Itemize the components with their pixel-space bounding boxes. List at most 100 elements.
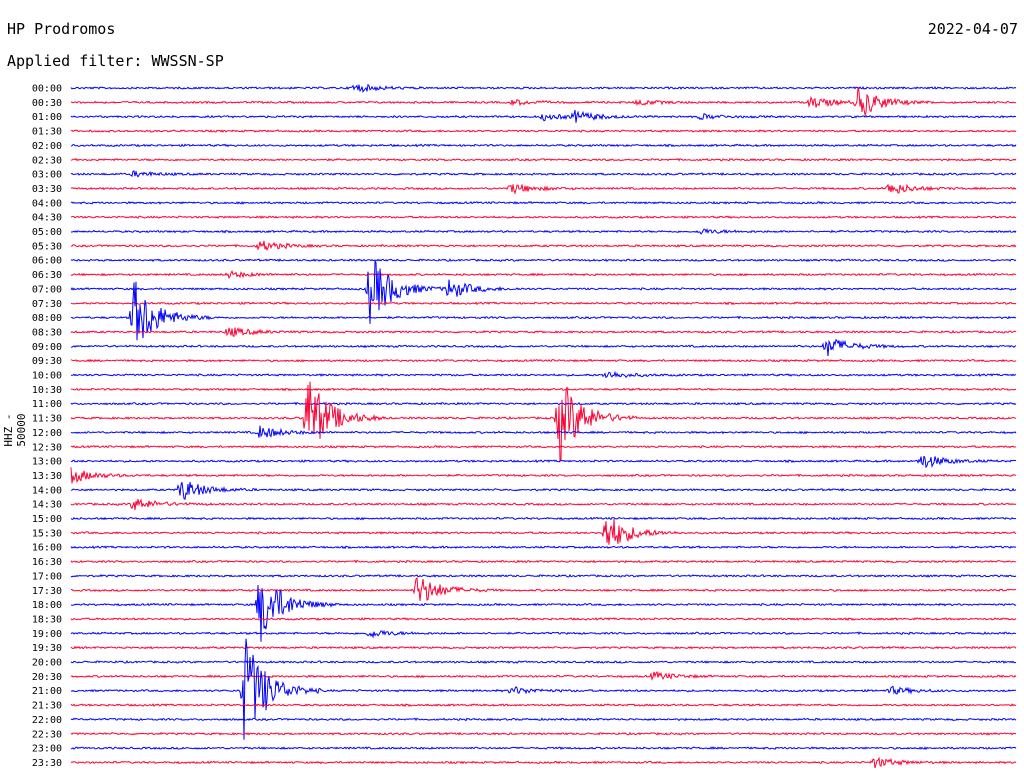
trace-row-2030 <box>70 670 1017 681</box>
row-tick-label: 20:30 <box>32 672 62 683</box>
trace-row-0230 <box>70 157 1017 162</box>
row-tick-label: 12:00 <box>32 428 62 439</box>
trace-row-2100 <box>70 638 1017 740</box>
trace-row-1430 <box>70 498 1017 511</box>
trace-row-0100 <box>70 109 1017 123</box>
row-tick-label: 05:30 <box>32 241 62 252</box>
row-tick-label: 12:30 <box>32 442 62 453</box>
row-tick-label: 16:30 <box>32 557 62 568</box>
trace-row-0530 <box>70 240 1017 252</box>
trace-row-1200 <box>70 425 1017 438</box>
trace-row-0600 <box>70 258 1017 263</box>
row-tick-label: 18:00 <box>32 600 62 611</box>
trace-row-1500 <box>70 516 1017 521</box>
trace-row-1400 <box>70 481 1017 501</box>
trace-row-0030 <box>70 87 1017 117</box>
row-tick-label: 00:30 <box>32 98 62 109</box>
row-tick-label: 09:30 <box>32 356 62 367</box>
trace-row-1300 <box>70 455 1017 469</box>
row-tick-label: 07:00 <box>32 284 62 295</box>
row-tick-label: 01:30 <box>32 127 62 138</box>
trace-row-1330 <box>70 467 1017 484</box>
row-tick-label: 04:00 <box>32 198 62 209</box>
trace-row-1830 <box>70 617 1017 621</box>
trace-row-0400 <box>70 200 1017 205</box>
trace-row-1100 <box>70 401 1017 406</box>
row-tick-label: 05:00 <box>32 227 62 238</box>
trace-row-0330 <box>70 183 1017 195</box>
trace-row-0830 <box>70 327 1017 338</box>
trace-row-0130 <box>70 129 1017 134</box>
row-tick-label: 23:00 <box>32 744 62 755</box>
row-tick-label: 21:30 <box>32 701 62 712</box>
row-tick-label: 03:30 <box>32 184 62 195</box>
row-tick-label: 20:00 <box>32 658 62 669</box>
trace-row-1530 <box>70 518 1017 545</box>
row-tick-label: 11:30 <box>32 414 62 425</box>
row-tick-label: 19:00 <box>32 629 62 640</box>
row-tick-label: 19:30 <box>32 643 62 654</box>
trace-row-0730 <box>70 301 1017 306</box>
trace-row-1930 <box>70 645 1017 650</box>
row-tick-label: 07:30 <box>32 299 62 310</box>
row-tick-label: 15:00 <box>32 514 62 525</box>
row-tick-label: 23:30 <box>32 758 62 769</box>
trace-row-0930 <box>70 358 1016 363</box>
row-tick-label: 01:00 <box>32 112 62 123</box>
row-tick-label: 08:00 <box>32 313 62 324</box>
row-tick-label: 04:30 <box>32 213 62 224</box>
date-label: 2022-04-07 <box>927 20 1018 38</box>
trace-row-2130 <box>70 703 1017 708</box>
row-tick-label: 17:00 <box>32 571 62 582</box>
row-tick-label: 14:30 <box>32 500 62 511</box>
trace-row-1130 <box>70 381 1017 463</box>
trace-row-1630 <box>70 559 1017 564</box>
row-tick-label: 02:30 <box>32 155 62 166</box>
trace-row-1230 <box>70 444 1017 449</box>
trace-row-0800 <box>70 281 1017 341</box>
trace-row-0500 <box>71 227 1017 235</box>
trace-row-1800 <box>70 585 1017 642</box>
row-tick-label: 15:30 <box>32 528 62 539</box>
trace-row-0300 <box>70 170 1017 178</box>
trace-row-0630 <box>70 269 1017 279</box>
row-tick-label: 14:00 <box>32 485 62 496</box>
row-tick-label: 00:00 <box>32 84 62 95</box>
trace-row-1000 <box>71 370 1016 379</box>
row-tick-label: 06:30 <box>32 270 62 281</box>
row-tick-label: 13:30 <box>32 471 62 482</box>
trace-row-0700 <box>70 259 1017 324</box>
row-tick-label: 22:00 <box>32 715 62 726</box>
trace-row-2000 <box>70 659 1017 664</box>
trace-row-1030 <box>70 387 1017 392</box>
trace-row-1900 <box>70 629 1017 639</box>
row-tick-label: 03:00 <box>32 170 62 181</box>
row-tick-label: 13:00 <box>32 457 62 468</box>
row-tick-label: 18:30 <box>32 614 62 625</box>
trace-row-1730 <box>71 576 1017 602</box>
row-tick-label: 22:30 <box>32 729 62 740</box>
station-title: HP Prodromos <box>7 20 116 38</box>
trace-row-1700 <box>70 573 1017 578</box>
trace-row-0900 <box>70 338 1017 357</box>
row-tick-label: 10:30 <box>32 385 62 396</box>
trace-row-0200 <box>70 143 1017 148</box>
row-tick-label: 08:30 <box>32 327 62 338</box>
row-tick-label: 10:00 <box>32 371 62 382</box>
filter-label: Applied filter: WWSSN-SP <box>7 52 224 70</box>
row-tick-label: 16:00 <box>32 543 62 554</box>
trace-row-0000 <box>70 83 1017 93</box>
trace-row-2200 <box>70 717 1017 722</box>
row-tick-label: 21:00 <box>32 686 62 697</box>
trace-row-0430 <box>70 215 1017 220</box>
trace-row-1600 <box>70 545 1017 550</box>
trace-row-2230 <box>70 731 1017 736</box>
row-tick-label: 17:30 <box>32 586 62 597</box>
trace-row-2330 <box>70 756 1017 769</box>
row-tick-label: 09:00 <box>32 342 62 353</box>
trace-row-2300 <box>70 746 1017 751</box>
row-tick-label: 02:00 <box>32 141 62 152</box>
row-tick-label: 06:00 <box>32 256 62 267</box>
row-tick-label: 11:00 <box>32 399 62 410</box>
